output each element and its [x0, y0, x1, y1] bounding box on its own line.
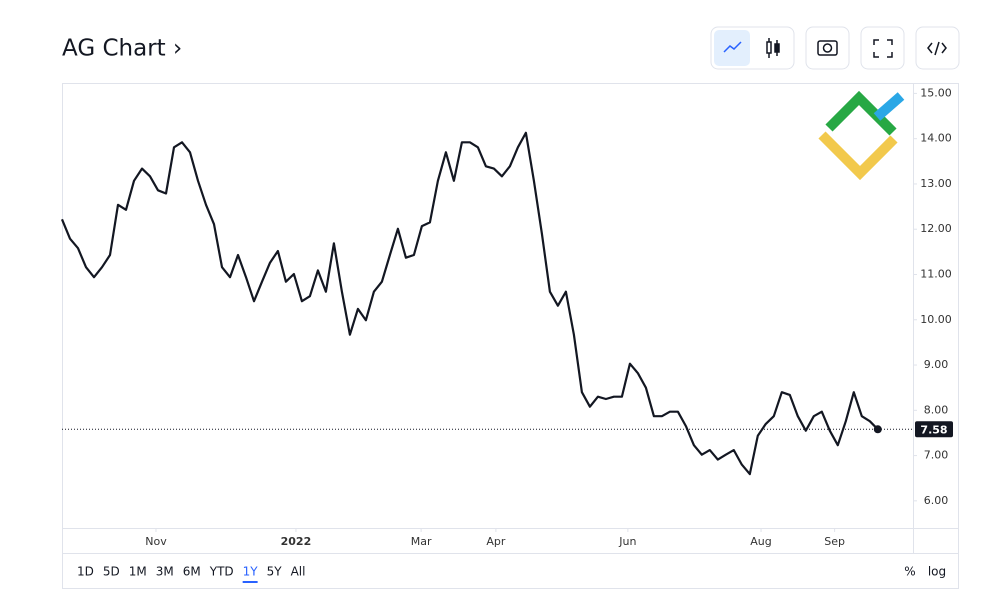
y-tick-label: 9.00	[924, 358, 949, 371]
range-button[interactable]: YTD	[209, 565, 234, 579]
last-price-badge	[915, 421, 953, 438]
last-point	[873, 425, 882, 434]
y-tick-label: 6.00	[924, 494, 949, 507]
range-button[interactable]: 1D	[77, 565, 94, 579]
y-tick-label: 8.00	[924, 403, 949, 416]
y-tick-label: 7.00	[924, 449, 949, 462]
x-tick-label: Aug	[750, 535, 771, 548]
line-icon	[723, 41, 742, 53]
y-tick-label: 15.00	[920, 86, 952, 99]
x-tick-label: 2022	[281, 535, 312, 548]
chart-title[interactable]: AG Chart ›	[62, 36, 182, 62]
y-tick-label: 10.00	[920, 313, 952, 326]
range-button[interactable]: All	[291, 565, 306, 579]
x-tick-label: Sep	[824, 535, 845, 548]
range-button[interactable]: 6M	[183, 565, 201, 579]
price-line	[60, 131, 879, 476]
chart-frame	[62, 83, 959, 589]
candle-icon[interactable]	[766, 38, 780, 58]
toolbar	[710, 26, 960, 70]
snapshot-button[interactable]	[805, 26, 850, 70]
range-button[interactable]: 5D	[103, 565, 120, 579]
x-tick-label: Apr	[486, 535, 506, 548]
y-tick-label: 11.00	[920, 267, 952, 280]
fullscreen-button[interactable]	[860, 26, 905, 70]
y-tick-label: 13.00	[920, 177, 952, 190]
range-button[interactable]: 3M	[156, 565, 174, 579]
logo	[818, 90, 905, 181]
range-button[interactable]: 5Y	[267, 565, 283, 579]
x-tick-label: Mar	[411, 535, 432, 548]
range-button[interactable]: 1Y	[243, 565, 259, 579]
x-tick-label: Jun	[618, 535, 636, 548]
last-price-label: 7.58	[920, 423, 947, 436]
y-tick-label: 12.00	[920, 222, 952, 235]
range-button[interactable]: 1M	[129, 565, 147, 579]
x-tick-label: Nov	[145, 535, 167, 548]
embed-button[interactable]	[915, 26, 960, 70]
log-toggle[interactable]: log	[928, 565, 946, 579]
y-tick-label: 14.00	[920, 132, 952, 145]
percent-toggle[interactable]: %	[904, 565, 915, 579]
